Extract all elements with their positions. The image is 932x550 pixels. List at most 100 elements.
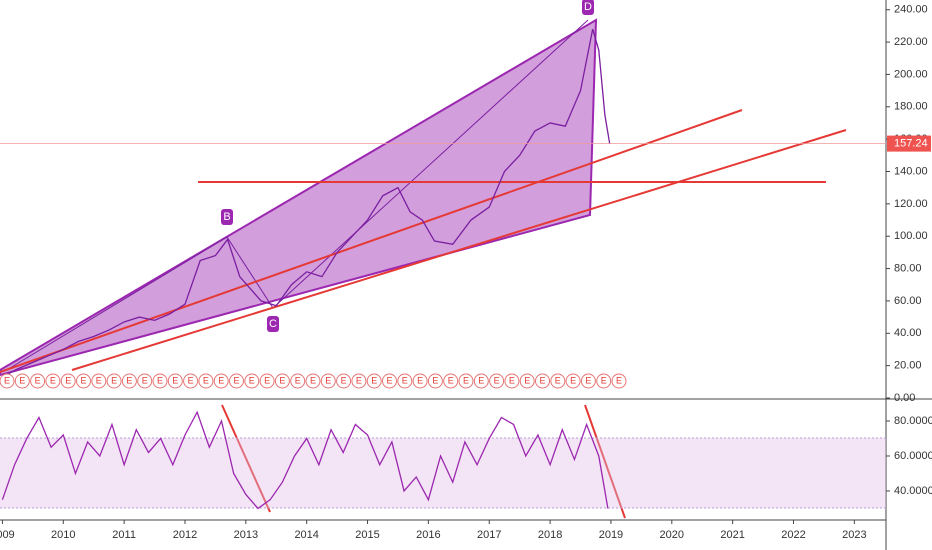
earnings-marker <box>535 373 550 389</box>
earnings-label: E <box>218 375 224 385</box>
earnings-label: E <box>279 375 285 385</box>
earnings-label: E <box>96 375 102 385</box>
earnings-label: E <box>463 375 469 385</box>
earnings-marker <box>336 373 352 389</box>
earnings-label: E <box>65 375 71 385</box>
pattern-label-box <box>267 316 279 332</box>
last-price-box <box>887 135 931 152</box>
earnings-marker <box>412 373 428 389</box>
earnings-marker <box>519 373 535 389</box>
earnings-label: E <box>417 375 423 385</box>
earnings-label: E <box>524 375 530 385</box>
earnings-label: E <box>295 375 301 385</box>
earnings-label: E <box>478 375 484 385</box>
earnings-label: E <box>203 375 209 385</box>
earnings-label: E <box>188 375 194 385</box>
earnings-label: E <box>142 375 148 385</box>
earnings-label: E <box>19 375 25 385</box>
earnings-label: E <box>432 375 438 385</box>
earnings-label: E <box>585 375 591 385</box>
earnings-label: E <box>371 375 377 385</box>
last-price-label: 157.24 <box>894 138 928 150</box>
earnings-marker <box>504 373 520 389</box>
earnings-marker <box>198 373 214 389</box>
earnings-marker <box>45 373 61 389</box>
earnings-marker <box>489 373 505 389</box>
x-tick-label: 2015 <box>355 529 379 541</box>
earnings-marker <box>611 373 627 389</box>
y-tick-label: 0.00 <box>894 392 915 404</box>
earnings-label: E <box>310 375 316 385</box>
earnings-label: E <box>325 375 331 385</box>
earnings-marker <box>0 373 15 389</box>
y-tick-label: 100.00 <box>894 230 928 242</box>
earnings-marker <box>30 373 46 389</box>
x-tick-label: 2019 <box>599 529 623 541</box>
x-tick-label: 2013 <box>234 529 258 541</box>
earnings-marker <box>290 373 306 389</box>
y-tick-label: 60.0000 <box>894 450 932 462</box>
pattern-label-box <box>221 209 233 225</box>
x-tick-label: 2022 <box>781 529 805 541</box>
rsi-trend-line <box>221 404 271 513</box>
earnings-label: E <box>539 375 545 385</box>
pattern-label-box <box>582 0 594 15</box>
earnings-label: E <box>386 375 392 385</box>
earnings-label: E <box>341 375 347 385</box>
earnings-label: E <box>570 375 576 385</box>
earnings-marker <box>427 373 443 389</box>
trend-line <box>0 109 743 373</box>
earnings-label: E <box>126 375 132 385</box>
earnings-marker <box>213 373 229 389</box>
x-tick-label: 2009 <box>0 529 15 541</box>
y-tick-label: 220.00 <box>894 36 928 48</box>
earnings-label: E <box>249 375 255 385</box>
series-line <box>1 410 609 510</box>
y-tick-label: 180.00 <box>894 101 928 113</box>
earnings-marker <box>382 373 397 389</box>
rsi-band <box>0 438 886 508</box>
earnings-marker <box>229 373 244 389</box>
y-tick-label: 40.0000 <box>894 485 932 497</box>
y-tick-label: 60.00 <box>894 295 922 307</box>
pattern-label: B <box>223 211 230 223</box>
earnings-marker <box>397 373 413 389</box>
earnings-label: E <box>4 375 10 385</box>
earnings-marker <box>91 373 107 389</box>
earnings-marker <box>351 373 367 389</box>
earnings-label: E <box>402 375 408 385</box>
earnings-marker <box>183 373 199 389</box>
earnings-label: E <box>80 375 86 385</box>
earnings-marker <box>366 373 382 389</box>
earnings-marker <box>274 373 290 389</box>
abcd-path <box>9 19 589 369</box>
earnings-marker <box>121 373 137 389</box>
earnings-marker <box>167 373 183 389</box>
earnings-marker <box>580 373 596 389</box>
earnings-marker <box>473 373 489 389</box>
earnings-marker <box>458 373 474 389</box>
rsi-trend-line <box>584 404 626 519</box>
earnings-marker <box>60 373 76 389</box>
earnings-label: E <box>264 375 270 385</box>
earnings-label: E <box>509 375 515 385</box>
earnings-marker <box>14 373 30 389</box>
x-tick-label: 2021 <box>720 529 744 541</box>
earnings-marker <box>320 373 336 389</box>
earnings-label: E <box>111 375 117 385</box>
x-tick-label: 2010 <box>51 529 75 541</box>
earnings-label: E <box>50 375 56 385</box>
earnings-marker <box>76 373 91 389</box>
series-line <box>2 28 611 378</box>
earnings-marker <box>550 373 566 389</box>
earnings-marker <box>137 373 153 389</box>
earnings-label: E <box>601 375 607 385</box>
trend-line <box>71 129 847 371</box>
earnings-label: E <box>356 375 362 385</box>
earnings-marker <box>443 373 459 389</box>
earnings-marker <box>596 373 612 389</box>
earnings-label: E <box>233 375 239 385</box>
earnings-marker <box>244 373 260 389</box>
x-tick-label: 2016 <box>416 529 440 541</box>
y-tick-label: 120.00 <box>894 198 928 210</box>
